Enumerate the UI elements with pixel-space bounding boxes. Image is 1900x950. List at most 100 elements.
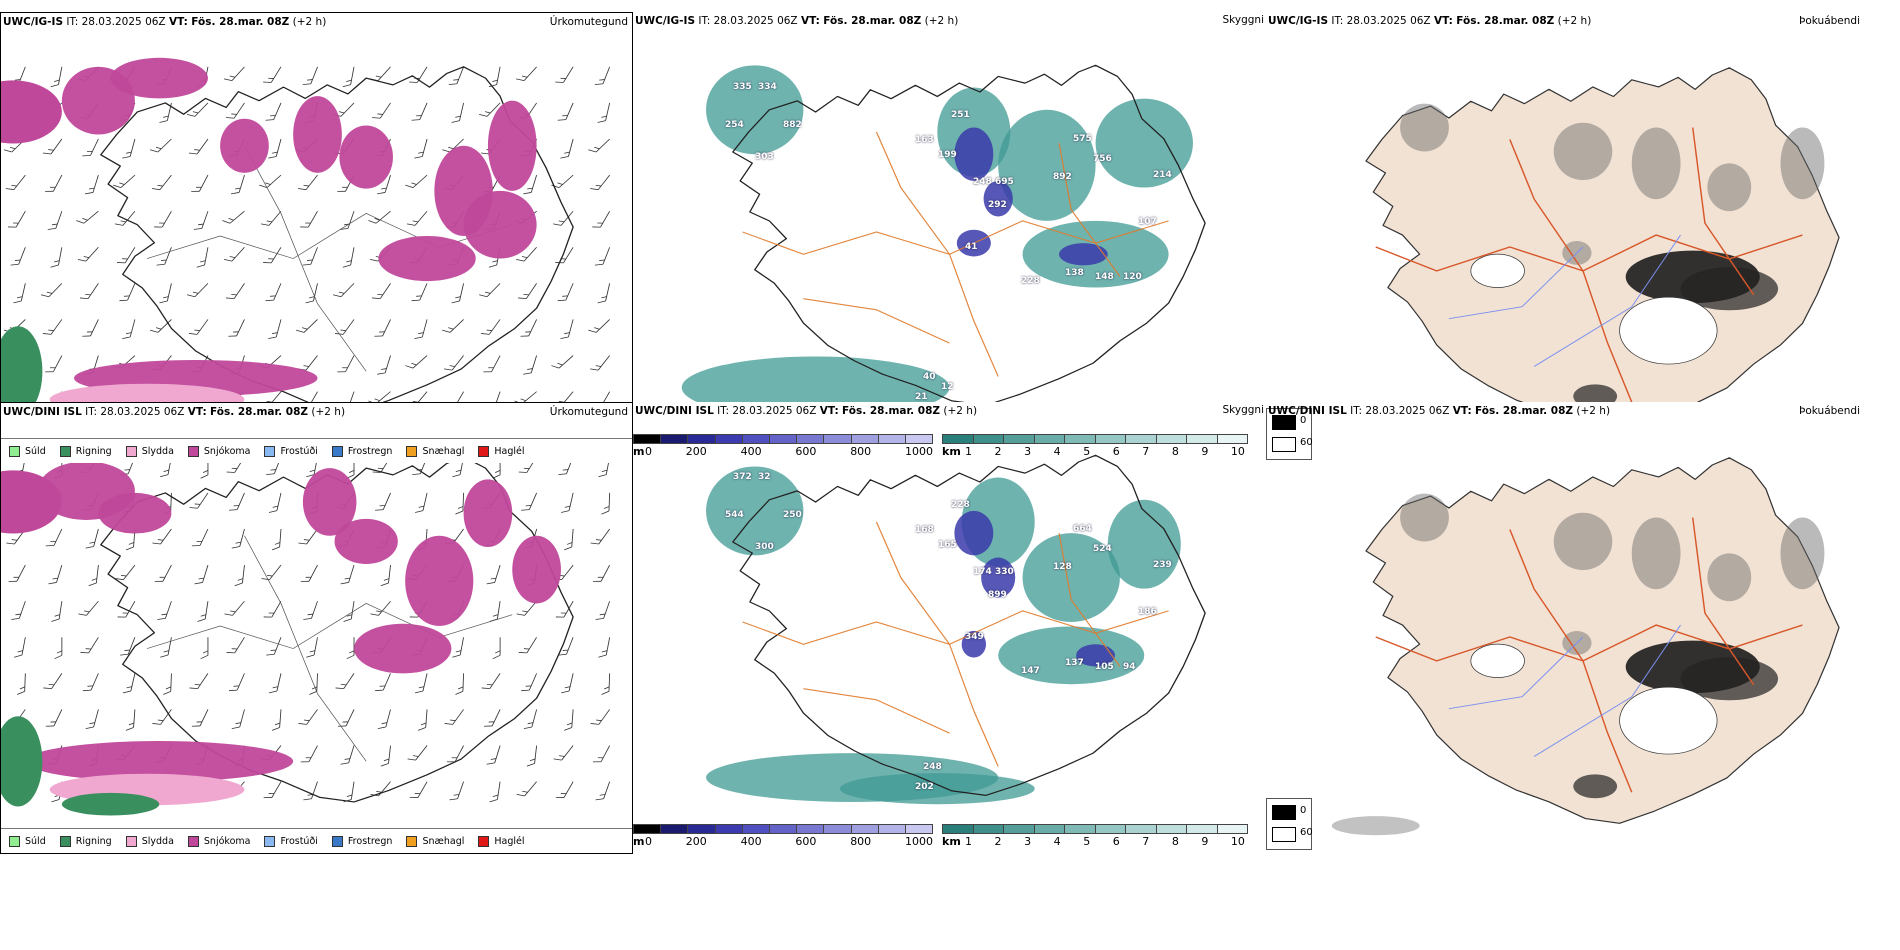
wind-barb — [10, 247, 26, 266]
legend-swatch — [59, 835, 71, 847]
colorbar-cell — [1125, 824, 1156, 834]
legend-label: Rigning — [75, 445, 112, 457]
panel-title: UWC/DINI ISL IT: 28.03.2025 06Z VT: Fös.… — [1268, 405, 1610, 417]
wind-barb — [594, 66, 611, 86]
ceiling-value-label: 882 — [783, 120, 802, 130]
wind-barb — [405, 355, 428, 369]
wind-barb — [598, 637, 611, 658]
tick-label: 10 — [1230, 445, 1245, 458]
colorbar-cell — [1003, 434, 1034, 444]
wind-barb — [11, 601, 26, 620]
colorbar-cell — [796, 434, 824, 444]
wind-barb — [80, 637, 99, 654]
wind-barb — [340, 745, 355, 765]
wind-barb — [411, 283, 428, 302]
visibility-colorbar — [942, 824, 1248, 834]
wind-barb — [406, 210, 428, 226]
glacier — [1470, 253, 1525, 288]
legend-swatch — [264, 445, 276, 457]
wind-barb — [405, 174, 428, 189]
wind-barb — [113, 174, 136, 189]
wind-barb — [152, 528, 172, 545]
wind-barb — [343, 601, 355, 622]
wind-barb — [346, 637, 355, 660]
ceiling-value-label: 137 — [1065, 658, 1084, 668]
ceiling-value-label: 349 — [965, 632, 984, 642]
vt-value: Fös. 28.mar. 08Z — [1475, 405, 1574, 417]
colorbar-cell — [904, 434, 934, 444]
wind-barb — [191, 528, 209, 547]
colorbar-cell — [823, 434, 851, 444]
fog-area — [1780, 517, 1825, 590]
wind-barb — [523, 174, 538, 195]
legend-item: Haglél — [478, 835, 525, 847]
wind-barb — [523, 709, 538, 729]
snow-area — [1, 470, 62, 534]
fog-area — [1400, 493, 1449, 542]
low-ceiling-area — [983, 180, 1013, 217]
wind-barb — [120, 637, 136, 656]
fog-area — [1631, 127, 1681, 200]
tick-label: 1 — [965, 835, 972, 848]
wind-barb — [76, 210, 99, 224]
vt-value: Fös. 28.mar. 08Z — [210, 406, 309, 418]
lead-time: (+2 h) — [924, 15, 959, 27]
snow-area — [463, 190, 537, 259]
wind-barb — [479, 283, 501, 298]
wind-barb — [191, 174, 209, 192]
ceiling-value-label: 303 — [755, 152, 774, 162]
model-name: UWC/DINI ISL — [1268, 405, 1347, 417]
wind-barb — [115, 564, 136, 581]
wind-barb — [78, 600, 99, 616]
wind-barb — [231, 528, 245, 549]
wind-barb — [82, 673, 99, 692]
wind-barb — [228, 673, 245, 692]
tick-label: 4 — [1053, 835, 1061, 848]
ceiling-value-label: 892 — [1053, 172, 1072, 182]
wind-barb — [189, 492, 209, 509]
it-label: IT: — [698, 15, 711, 27]
it-value: 28.03.2025 06Z — [713, 15, 798, 27]
colorbar-cell — [633, 434, 661, 444]
wind-barb — [516, 600, 537, 616]
wind-barb — [224, 600, 245, 616]
model-name: UWC/IG-IS — [635, 15, 696, 27]
fog-area — [1707, 553, 1752, 602]
low-ceiling-area — [1076, 644, 1116, 667]
colorbar-cell — [1094, 824, 1125, 834]
cloud-panel: UWC/IG-IS IT: 28.03.2025 06Z VT: Fös. 28… — [633, 12, 1266, 464]
model-name: UWC/IG-IS — [3, 16, 64, 28]
it-value: 28.03.2025 06Z — [1365, 405, 1450, 417]
wind-barb — [601, 673, 611, 695]
tick-label: 7 — [1142, 445, 1150, 458]
wind-barb — [555, 66, 574, 83]
legend-item: Snæhagl — [406, 835, 464, 847]
wind-barb — [377, 355, 391, 375]
legend-item: Rigning — [59, 835, 112, 847]
ceiling-value-label: 40 — [923, 372, 936, 382]
legend-swatch — [187, 835, 199, 847]
wind-barb — [189, 673, 209, 690]
glacier — [1619, 686, 1718, 755]
wind-barb — [271, 528, 282, 551]
wind-barb — [50, 247, 63, 268]
wind-barb — [194, 564, 209, 585]
lead-time: (+2 h) — [292, 16, 327, 28]
legend-swatch — [331, 445, 343, 457]
legend-label: Snæhagl — [422, 445, 465, 457]
ceiling-value-label: 41 — [965, 242, 978, 252]
fog-area — [1631, 517, 1681, 590]
rain-area — [1, 326, 43, 417]
fog-legend-swatch-black — [1272, 415, 1296, 430]
tick-label: 5 — [1083, 445, 1091, 458]
wind-barb — [116, 247, 136, 264]
colorbar-cell — [1155, 824, 1186, 834]
wind-barb — [595, 781, 611, 801]
colorbar-cell — [633, 824, 661, 834]
tick-label: 600 — [795, 835, 817, 848]
ceiling-value-label: 199 — [938, 150, 957, 160]
fog-legend-swatch-white — [1272, 827, 1296, 842]
wind-barb — [226, 637, 245, 654]
legend-label: Snjókoma — [203, 445, 251, 457]
ceiling-unit: m — [633, 445, 645, 458]
